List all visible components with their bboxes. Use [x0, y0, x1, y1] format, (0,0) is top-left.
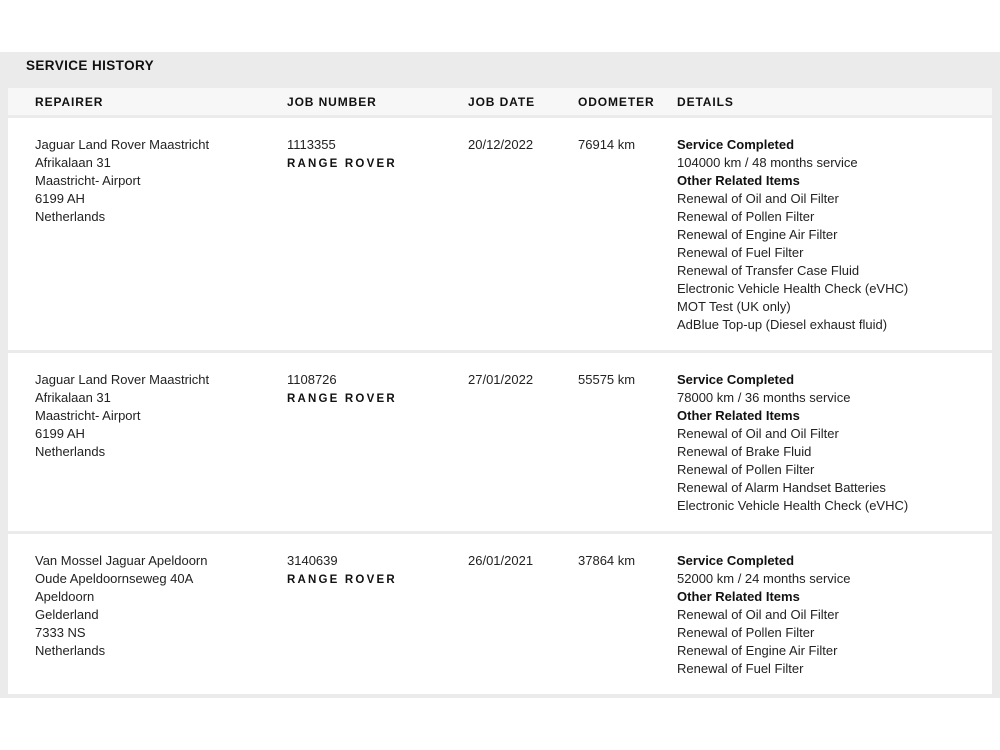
related-item: Renewal of Fuel Filter: [677, 661, 804, 676]
details-cell: Service Completed 104000 km / 48 months s…: [677, 136, 908, 334]
related-item: Renewal of Pollen Filter: [677, 625, 815, 640]
related-item: Renewal of Engine Air Filter: [677, 227, 838, 242]
column-header-repairer: REPAIRER: [35, 95, 104, 109]
repairer-address-line: Netherlands: [35, 444, 106, 459]
odometer-reading: 76914 km: [578, 137, 636, 152]
repairer-address-line: 7333 NS: [35, 625, 86, 640]
repairer-cell: Jaguar Land Rover Maastricht Afrikalaan 3…: [35, 136, 209, 226]
column-header-details: DETAILS: [677, 95, 734, 109]
related-item: Electronic Vehicle Health Check (eVHC): [677, 281, 909, 296]
job-date-cell: 27/01/2022: [468, 371, 533, 389]
table-row: Jaguar Land Rover Maastricht Afrikalaan 3…: [8, 353, 992, 531]
column-header-job-date: JOB DATE: [468, 95, 535, 109]
related-item: Renewal of Oil and Oil Filter: [677, 191, 839, 206]
related-item: Renewal of Oil and Oil Filter: [677, 607, 839, 622]
job-number: 1108726: [287, 372, 337, 387]
table-row: Jaguar Land Rover Maastricht Afrikalaan 3…: [8, 118, 992, 350]
details-cell: Service Completed 52000 km / 24 months se…: [677, 552, 850, 678]
related-item: Renewal of Brake Fluid: [677, 444, 812, 459]
related-item: MOT Test (UK only): [677, 299, 791, 314]
repairer-cell: Jaguar Land Rover Maastricht Afrikalaan 3…: [35, 371, 209, 461]
service-completed-heading: Service Completed: [677, 553, 795, 568]
repairer-address-line: Afrikalaan 31: [35, 390, 111, 405]
job-date-cell: 20/12/2022: [468, 136, 533, 154]
range-rover-logo: RANGE ROVER: [287, 574, 397, 586]
repairer-address-line: Maastricht- Airport: [35, 408, 141, 423]
table-header: REPAIRER JOB NUMBER JOB DATE ODOMETER DE…: [8, 88, 992, 115]
repairer-address-line: 6199 AH: [35, 426, 85, 441]
other-related-items-heading: Other Related Items: [677, 589, 800, 604]
job-number-cell: 3140639 RANGE ROVER: [287, 552, 397, 589]
service-history-panel: SERVICE HISTORY REPAIRER JOB NUMBER JOB …: [0, 52, 1000, 698]
service-completed-heading: Service Completed: [677, 137, 795, 152]
repairer-address-line: Jaguar Land Rover Maastricht: [35, 137, 210, 152]
table-row: Van Mossel Jaguar Apeldoorn Oude Apeldoor…: [8, 534, 992, 694]
repairer-address-line: Netherlands: [35, 209, 106, 224]
related-item: Renewal of Engine Air Filter: [677, 643, 838, 658]
job-date-cell: 26/01/2021: [468, 552, 533, 570]
repairer-address-line: Apeldoorn: [35, 589, 95, 604]
repairer-address-line: Gelderland: [35, 607, 99, 622]
related-item: Renewal of Pollen Filter: [677, 462, 815, 477]
job-number-cell: 1113355 RANGE ROVER: [287, 136, 397, 173]
job-date: 20/12/2022: [468, 137, 534, 152]
job-date: 26/01/2021: [468, 553, 534, 568]
job-date: 27/01/2022: [468, 372, 534, 387]
odometer-cell: 76914 km: [578, 136, 635, 154]
repairer-address-line: Netherlands: [35, 643, 106, 658]
other-related-items-heading: Other Related Items: [677, 408, 800, 423]
related-item: AdBlue Top-up (Diesel exhaust fluid): [677, 317, 888, 332]
job-number: 3140639: [287, 553, 338, 568]
odometer-reading: 37864 km: [578, 553, 636, 568]
related-item: Renewal of Alarm Handset Batteries: [677, 480, 886, 495]
odometer-cell: 55575 km: [578, 371, 635, 389]
repairer-cell: Van Mossel Jaguar Apeldoorn Oude Apeldoor…: [35, 552, 207, 660]
section-title: SERVICE HISTORY: [26, 58, 155, 73]
job-number: 1113355: [287, 137, 336, 152]
related-item: Electronic Vehicle Health Check (eVHC): [677, 498, 909, 513]
column-header-odometer: ODOMETER: [578, 95, 655, 109]
service-completed-heading: Service Completed: [677, 372, 795, 387]
repairer-address-line: Jaguar Land Rover Maastricht: [35, 372, 210, 387]
related-item: Renewal of Pollen Filter: [677, 209, 815, 224]
service-description: 52000 km / 24 months service: [677, 571, 851, 586]
service-description: 104000 km / 48 months service: [677, 155, 858, 170]
repairer-address-line: Afrikalaan 31: [35, 155, 111, 170]
column-header-job-number: JOB NUMBER: [287, 95, 377, 109]
service-description: 78000 km / 36 months service: [677, 390, 851, 405]
related-item: Renewal of Fuel Filter: [677, 245, 804, 260]
repairer-address-line: Maastricht- Airport: [35, 173, 141, 188]
repairer-address-line: 6199 AH: [35, 191, 85, 206]
related-item: Renewal of Transfer Case Fluid: [677, 263, 860, 278]
related-item: Renewal of Oil and Oil Filter: [677, 426, 839, 441]
odometer-reading: 55575 km: [578, 372, 636, 387]
repairer-address-line: Oude Apeldoornseweg 40A: [35, 571, 194, 586]
range-rover-logo: RANGE ROVER: [287, 393, 397, 405]
range-rover-logo: RANGE ROVER: [287, 158, 397, 170]
details-cell: Service Completed 78000 km / 36 months se…: [677, 371, 908, 515]
job-number-cell: 1108726 RANGE ROVER: [287, 371, 397, 408]
odometer-cell: 37864 km: [578, 552, 635, 570]
repairer-address-line: Van Mossel Jaguar Apeldoorn: [35, 553, 208, 568]
other-related-items-heading: Other Related Items: [677, 173, 800, 188]
